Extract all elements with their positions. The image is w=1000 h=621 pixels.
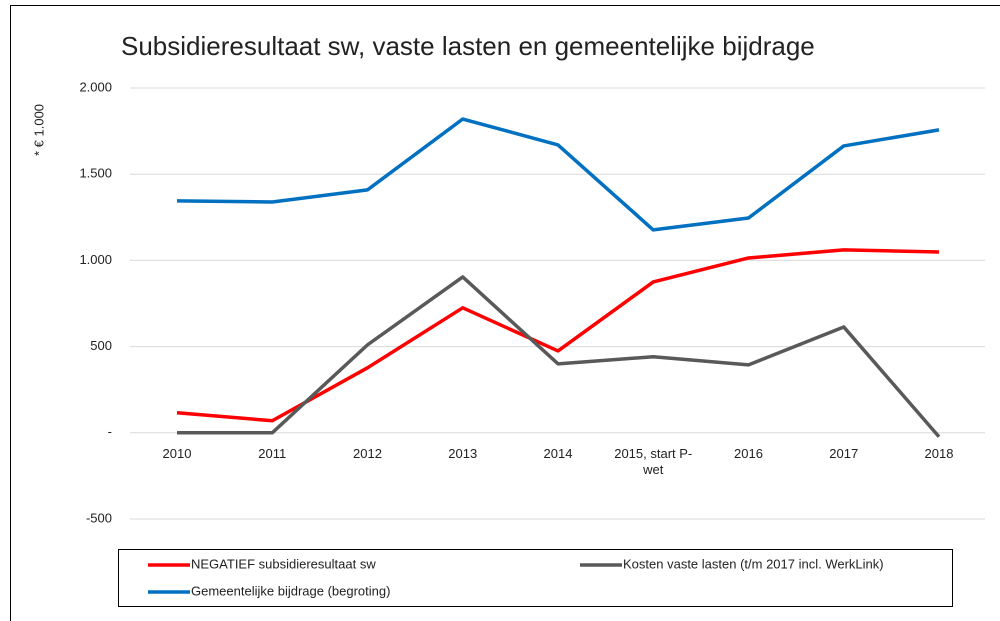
- y-tick-label: 1.000: [79, 252, 112, 267]
- chart-title: Subsidieresultaat sw, vaste lasten en ge…: [121, 31, 815, 61]
- y-axis-label: * € 1.000: [31, 104, 46, 156]
- x-tick-label: 2010: [162, 446, 192, 461]
- legend-label: Gemeentelijke bijdrage (begroting): [191, 583, 390, 598]
- x-tick-label: 2018: [924, 446, 954, 461]
- y-tick-label: -500: [86, 510, 112, 525]
- x-tick-label: 2014: [543, 446, 573, 461]
- chart-border: [10, 5, 1000, 621]
- x-tick-label: 2011: [258, 446, 287, 461]
- x-tick-label: 2015, start P-wet: [614, 446, 693, 477]
- x-tick-label: 2016: [734, 446, 763, 461]
- line-series: [176, 117, 940, 232]
- x-tick-label: 2017: [829, 446, 859, 461]
- legend-box: [118, 549, 953, 607]
- line-series: [177, 275, 941, 438]
- legend-label: Kosten vaste lasten (t/m 2017 incl. Werk…: [623, 556, 884, 571]
- x-tick-label: 2012: [353, 446, 382, 461]
- y-tick-label: -: [108, 424, 112, 439]
- x-tick-label: 2013: [448, 446, 478, 461]
- y-tick-label: 1.500: [79, 166, 112, 181]
- y-tick-label: 500: [90, 338, 112, 353]
- y-tick-label: 2.000: [79, 79, 112, 94]
- legend-label: NEGATIEF subsidieresultaat sw: [191, 556, 376, 571]
